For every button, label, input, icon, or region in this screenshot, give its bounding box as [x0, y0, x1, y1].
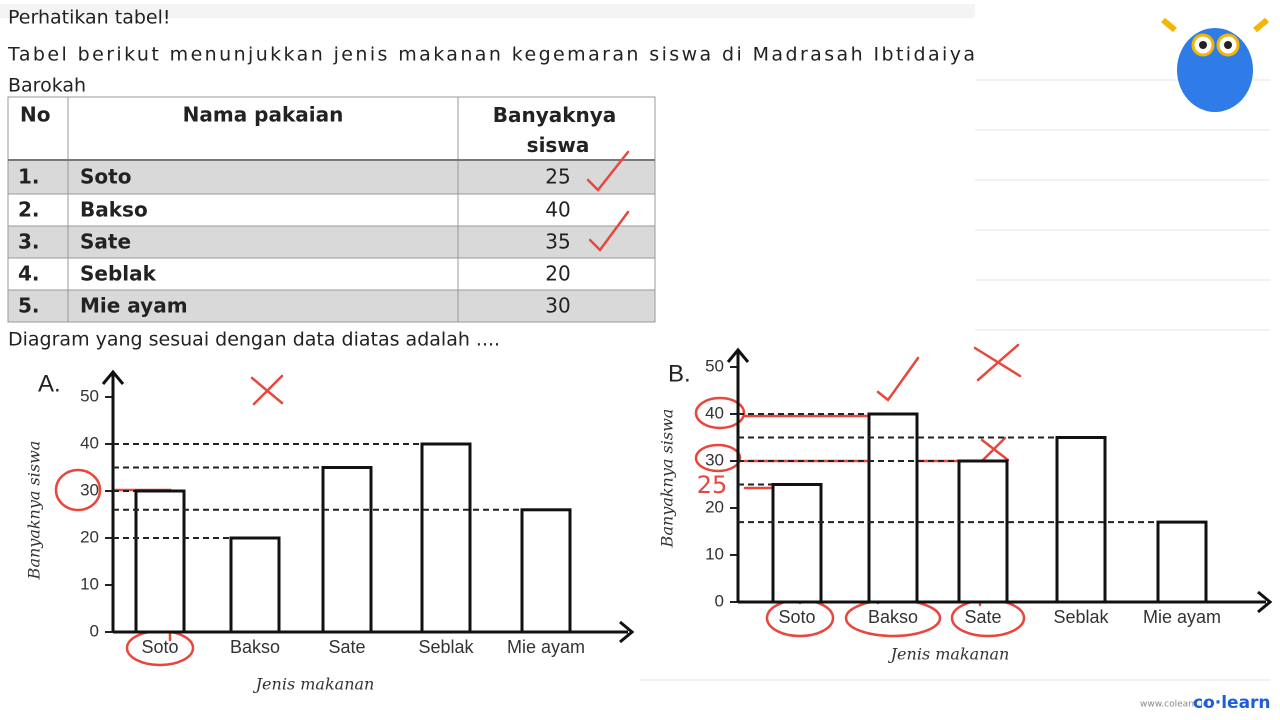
y-tick-label: 30	[705, 450, 724, 469]
y-tick-label: 50	[80, 386, 99, 405]
x-tick-label: Seblak	[1053, 607, 1109, 627]
x-tick-label: Sate	[328, 637, 365, 657]
table: 1. Soto 25 2. Bakso 40 3. Sate 35 4. Seblak 20 5. Mie…	[7, 96, 656, 323]
cell: 4.	[18, 262, 40, 286]
cell: Soto	[80, 165, 131, 189]
cell: 25	[545, 165, 570, 189]
cell: 35	[545, 230, 570, 254]
bar	[321, 466, 373, 634]
x-axis-label: Jenis makanan	[888, 645, 1010, 664]
bar	[134, 489, 186, 634]
cell: 1.	[18, 165, 40, 189]
x-tick-label: Mie ayam	[1143, 607, 1221, 627]
background-lines	[640, 79, 1270, 681]
charts: 0 10 20 30 40 50 Soto Bakso Sate Seblak Mie ayam A.…	[25, 347, 1273, 694]
y-tick-label: 20	[80, 527, 99, 546]
y-tick-label: 0	[715, 591, 724, 610]
cell: Seblak	[80, 262, 157, 286]
y-tick-label: 40	[705, 403, 724, 422]
table-row	[7, 225, 656, 259]
y-tick-label: 30	[80, 480, 99, 499]
bar	[957, 459, 1009, 604]
y-tick-label: 10	[80, 574, 99, 593]
chart: 0 10 20 30 40 50 Soto Bakso Sate Seblak Mie ayam B.…	[658, 347, 1273, 664]
header: Nama pakaian	[183, 103, 344, 127]
cell: 2.	[18, 198, 40, 222]
y-arrow	[726, 347, 750, 363]
y-tick-label: 40	[80, 433, 99, 452]
intro-line: Barokah	[8, 75, 86, 97]
x-tick-label: Mie ayam	[507, 637, 585, 657]
y-tick-label: 50	[705, 356, 724, 375]
chart-label: A.	[38, 370, 61, 397]
footer-brand: co·learn	[1193, 693, 1271, 713]
annotation: 25	[697, 471, 728, 499]
header: Banyaknya siswa	[493, 103, 624, 157]
cell: 30	[545, 294, 570, 318]
x-axis-label: Jenis makanan	[253, 675, 375, 694]
cell: Mie ayam	[80, 294, 188, 318]
y-tick-label: 10	[705, 544, 724, 563]
bar	[1055, 436, 1107, 604]
cell: 3.	[18, 230, 40, 254]
x-tick-label: Seblak	[418, 637, 474, 657]
bar	[229, 536, 281, 634]
x-tick-label: Soto	[778, 607, 815, 627]
bar	[520, 508, 572, 634]
prompt: Diagram yang sesuai dengan data diatas a…	[8, 329, 500, 351]
intro: Perhatikan tabel!	[8, 7, 171, 29]
table-row	[7, 193, 656, 227]
x-arrow	[1257, 590, 1273, 614]
y-axis-label: Banyaknya siswa	[25, 441, 44, 581]
mascot	[1161, 17, 1269, 112]
cell: Bakso	[80, 198, 148, 222]
x-tick-label: Sate	[964, 607, 1001, 627]
table-row	[7, 257, 656, 291]
chart-label: B.	[668, 360, 691, 387]
bar	[867, 412, 919, 604]
top-band	[0, 4, 975, 18]
chart: 0 10 20 30 40 50 Soto Bakso Sate Seblak Mie ayam A.…	[25, 369, 635, 694]
y-arrow	[101, 369, 125, 385]
cell: 20	[545, 262, 570, 286]
x-tick-label: Soto	[141, 637, 178, 657]
y-tick-label: 0	[90, 621, 99, 640]
x-tick-label: Bakso	[868, 607, 918, 627]
y-axis-label: Banyaknya siswa	[658, 409, 677, 549]
cell: Sate	[80, 230, 131, 254]
cell: 40	[545, 198, 570, 222]
x-tick-label: Bakso	[230, 637, 280, 657]
intro-line: Tabel berikut menunjukkan jenis makanan …	[7, 44, 975, 66]
x-arrow	[619, 620, 635, 644]
bar	[420, 442, 472, 634]
cell: 5.	[18, 294, 40, 318]
header: No	[20, 103, 50, 127]
footer-site: www.colearn.id	[1140, 700, 1208, 710]
table-row	[7, 289, 656, 323]
y-tick-label: 20	[705, 497, 724, 516]
bar	[771, 483, 823, 604]
bar	[1156, 520, 1208, 604]
